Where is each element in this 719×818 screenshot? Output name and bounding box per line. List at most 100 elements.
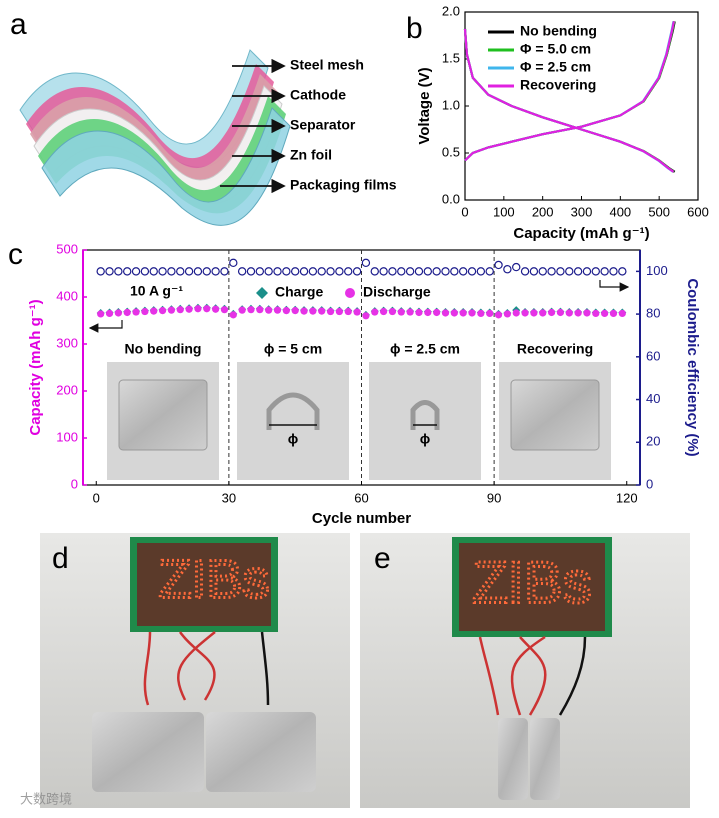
discharge-point — [406, 308, 414, 316]
inset-bent-cell — [266, 392, 320, 430]
ce-point — [246, 267, 256, 276]
y-tick-label: 300 — [56, 335, 78, 350]
discharge-point — [114, 309, 122, 317]
ce-point — [503, 265, 512, 274]
discharge-point — [371, 308, 379, 316]
y-tick-label: 1.5 — [442, 50, 460, 65]
x-tick-label: 300 — [571, 204, 593, 219]
ce-point — [538, 267, 547, 276]
discharge-point — [468, 309, 476, 317]
discharge-point — [318, 307, 326, 315]
discharge-point — [344, 307, 352, 316]
discharge-point — [547, 308, 556, 317]
discharge-point — [150, 307, 158, 315]
inset-title: No bending — [125, 341, 202, 357]
led-text: ZIBs — [472, 550, 591, 615]
discharge-point — [556, 308, 565, 317]
ce-point — [450, 267, 459, 276]
discharge-point — [353, 308, 361, 316]
discharge-point — [132, 308, 140, 316]
ce-point — [193, 267, 203, 276]
discharge-point — [326, 307, 335, 316]
legend-label: Φ = 5.0 cm — [520, 41, 591, 57]
ce-point — [352, 267, 362, 276]
ce-point — [308, 267, 318, 276]
ce-point — [167, 267, 176, 276]
ce-point — [237, 267, 247, 276]
ce-point — [158, 267, 167, 276]
ce-point — [618, 267, 627, 276]
ce-point — [370, 267, 379, 276]
discharge-point — [167, 306, 176, 314]
arrows — [220, 58, 286, 194]
discharge-point — [97, 310, 105, 318]
x-tick-label: 500 — [648, 204, 670, 219]
discharge-point — [539, 309, 547, 317]
y-axis-label: Capacity (mAh g⁻¹) — [27, 299, 44, 435]
ce-point — [485, 267, 494, 276]
discharge-point — [300, 307, 308, 315]
legend-label: Discharge — [363, 284, 431, 300]
legend-label: Φ = 2.5 cm — [520, 59, 591, 75]
ce-point — [202, 267, 211, 276]
y-tick-label: 0 — [71, 476, 78, 491]
discharge-point — [158, 307, 167, 315]
discharge-point — [185, 305, 193, 313]
y-axis-label: Voltage (V) — [416, 67, 433, 144]
ce-point — [609, 267, 618, 276]
legend-swatch — [256, 287, 268, 299]
ce-point — [494, 260, 503, 270]
ce-point — [335, 267, 344, 276]
discharge-point — [388, 307, 397, 316]
ce-point — [379, 267, 388, 276]
x-tick-label: 100 — [493, 204, 515, 219]
ce-point — [123, 267, 132, 276]
axis-pointers — [88, 280, 630, 333]
watermark: 大数跨境 — [20, 791, 72, 806]
ce-point — [529, 267, 539, 276]
ce-point — [405, 267, 415, 276]
layer-label: Zn foil — [290, 147, 332, 163]
inset-symbol: ϕ — [420, 431, 431, 447]
x-tick-label: 200 — [532, 204, 554, 219]
ce-point — [176, 267, 185, 276]
ce-point — [414, 267, 424, 276]
ce-point — [290, 267, 300, 276]
discharge-point — [282, 307, 290, 315]
discharge-point — [256, 306, 264, 314]
discharge-point — [141, 307, 149, 316]
ce-point — [467, 267, 477, 276]
x-tick-label: 600 — [687, 204, 709, 219]
discharge-point — [424, 308, 432, 317]
discharge-point — [450, 309, 458, 317]
ce-point — [131, 267, 141, 276]
ce-point — [255, 267, 265, 276]
discharge-point — [380, 307, 388, 316]
legend-swatch — [345, 288, 355, 298]
discharge-point — [105, 309, 114, 318]
y-tick-label: 100 — [56, 429, 78, 444]
y-tick-label: 500 — [56, 241, 78, 256]
inset-photo — [237, 362, 349, 480]
series-line — [463, 21, 675, 173]
panel-label: a — [10, 8, 27, 41]
y-tick-label: 0.0 — [442, 191, 460, 206]
ce-point — [140, 267, 150, 276]
photo-d — [40, 533, 350, 808]
discharge-point — [220, 306, 229, 314]
inset-pouch — [510, 379, 600, 451]
discharge-point — [415, 308, 423, 317]
ce-point — [264, 267, 273, 276]
panel-label: e — [374, 542, 391, 575]
discharge-point — [459, 309, 467, 317]
ce-point — [220, 267, 229, 276]
x-tick-label: 0 — [93, 490, 100, 505]
panel-label: b — [406, 12, 423, 45]
discharge-point — [486, 309, 494, 318]
ce-point — [556, 267, 565, 276]
ce-point — [299, 267, 309, 276]
ce-point — [211, 267, 220, 276]
layer-label: Steel mesh — [290, 57, 364, 73]
discharge-point — [530, 309, 538, 317]
discharge-point — [212, 305, 220, 313]
